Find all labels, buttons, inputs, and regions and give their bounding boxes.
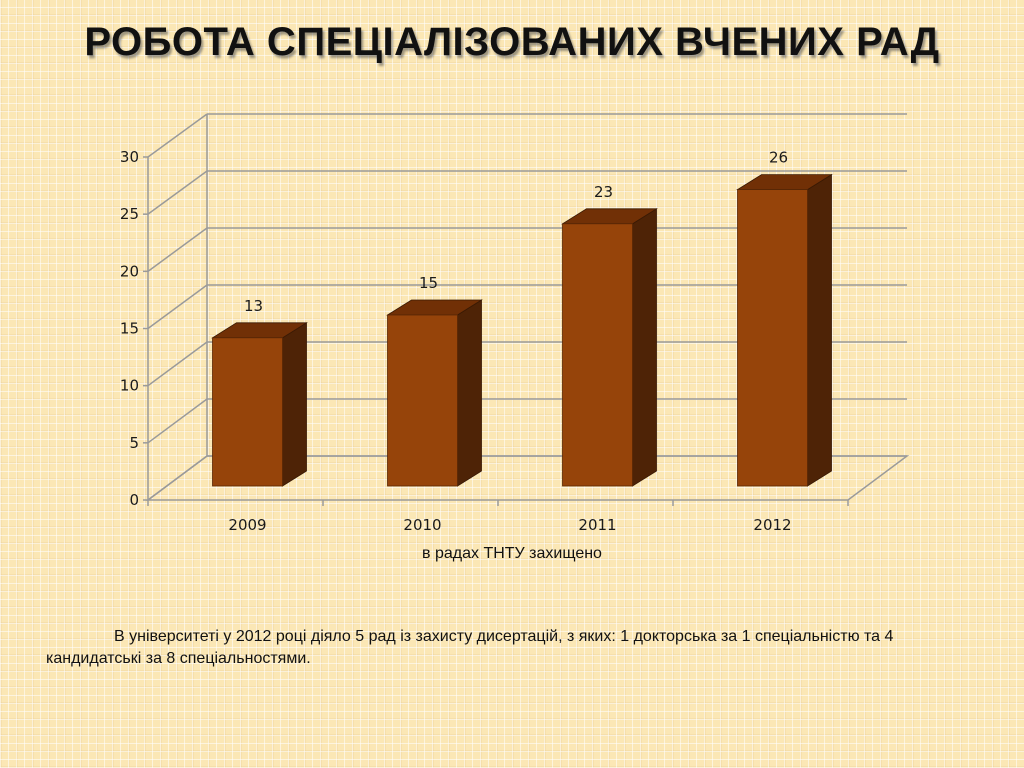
- y-tick-label-10: 10: [120, 377, 139, 395]
- bar-2009: [212, 337, 283, 487]
- x-tick-label-2010: 2010: [403, 516, 441, 534]
- y-tick-label-5: 5: [129, 434, 139, 452]
- y-tick-label-30: 30: [120, 148, 139, 166]
- data-label-2009: 13: [244, 297, 263, 315]
- y-tick-label-20: 20: [120, 262, 139, 280]
- y-tick-label-25: 25: [120, 205, 139, 223]
- y-tick-label-15: 15: [120, 320, 139, 338]
- bar-2011: [562, 223, 633, 487]
- chart-floor: [145, 455, 910, 501]
- data-label-2011: 23: [594, 183, 613, 201]
- data-label-2010: 15: [419, 274, 438, 292]
- data-label-2012: 26: [769, 149, 788, 167]
- x-tick-label-2011: 2011: [578, 516, 616, 534]
- x-tick-label-2012: 2012: [753, 516, 791, 534]
- bar-side-2012: [807, 173, 832, 487]
- gridline-side-15: [147, 284, 208, 330]
- gridline-side-25: [147, 170, 208, 215]
- bar-chart: 0 5 10 15 20 25 30 2009 2010 2011 2012 13 15 23 26: [120, 113, 910, 534]
- gridline-side-20: [147, 227, 208, 272]
- y-tick-label-0: 0: [129, 491, 139, 509]
- bar-side-2010: [457, 299, 482, 487]
- gridline-side-10: [147, 341, 208, 387]
- bar-side-2011: [632, 208, 657, 487]
- bar-2010: [387, 314, 458, 487]
- description-text: В університеті у 2012 році діяло 5 рад і…: [46, 628, 894, 667]
- bar-side-2009: [282, 322, 307, 487]
- slide-title: РОБОТА СПЕЦІАЛІЗОВАНИХ ВЧЕНИХ РАД: [84, 20, 940, 64]
- gridline-side-30: [147, 113, 208, 158]
- gridline-side-5: [147, 398, 208, 444]
- x-tick-label-2009: 2009: [228, 516, 266, 534]
- bar-2012: [737, 189, 808, 487]
- x-axis-label: в радах ТНТУ захищено: [422, 545, 602, 562]
